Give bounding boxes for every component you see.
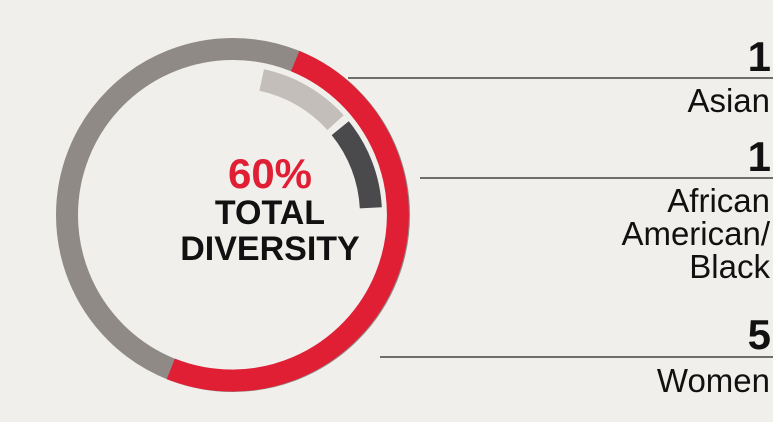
donut-segment: [259, 69, 344, 131]
legend-label: Women: [657, 362, 770, 399]
center-text: TOTAL DIVERSITY: [180, 194, 360, 268]
center-value: 60%: [228, 150, 312, 197]
legend-value: 1: [748, 133, 771, 180]
donut-segment: [166, 50, 409, 392]
legend-label: African American/Black: [621, 182, 770, 285]
donut-segment: [331, 121, 382, 209]
legend-value: 5: [748, 311, 771, 358]
legend-value: 1: [748, 33, 771, 80]
legend-label: Asian: [687, 82, 770, 119]
